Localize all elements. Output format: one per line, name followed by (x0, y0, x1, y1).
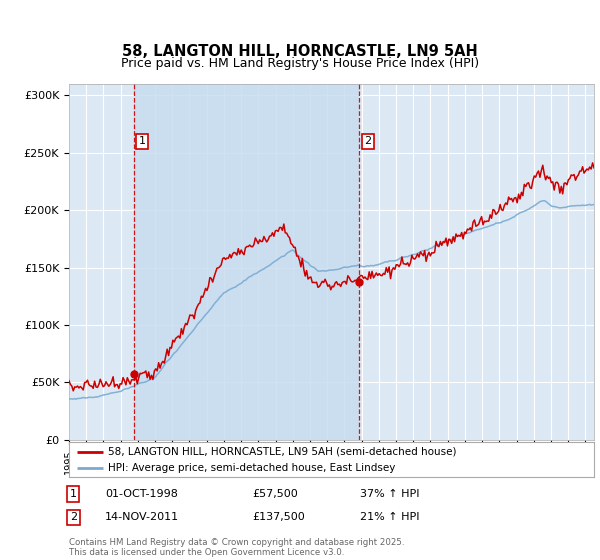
Text: 58, LANGTON HILL, HORNCASTLE, LN9 5AH: 58, LANGTON HILL, HORNCASTLE, LN9 5AH (122, 44, 478, 59)
Text: 2: 2 (70, 512, 77, 522)
Text: 21% ↑ HPI: 21% ↑ HPI (360, 512, 419, 522)
Text: £57,500: £57,500 (252, 489, 298, 499)
Text: Price paid vs. HM Land Registry's House Price Index (HPI): Price paid vs. HM Land Registry's House … (121, 57, 479, 70)
Text: £137,500: £137,500 (252, 512, 305, 522)
Text: 58, LANGTON HILL, HORNCASTLE, LN9 5AH (semi-detached house): 58, LANGTON HILL, HORNCASTLE, LN9 5AH (s… (109, 447, 457, 457)
Text: 1: 1 (70, 489, 77, 499)
Text: HPI: Average price, semi-detached house, East Lindsey: HPI: Average price, semi-detached house,… (109, 463, 396, 473)
Text: 37% ↑ HPI: 37% ↑ HPI (360, 489, 419, 499)
Text: Contains HM Land Registry data © Crown copyright and database right 2025.
This d: Contains HM Land Registry data © Crown c… (69, 538, 404, 557)
Text: 1: 1 (139, 136, 146, 146)
Text: 2: 2 (365, 136, 371, 146)
Text: 01-OCT-1998: 01-OCT-1998 (105, 489, 178, 499)
Text: 14-NOV-2011: 14-NOV-2011 (105, 512, 179, 522)
Bar (134, 84, 359, 440)
